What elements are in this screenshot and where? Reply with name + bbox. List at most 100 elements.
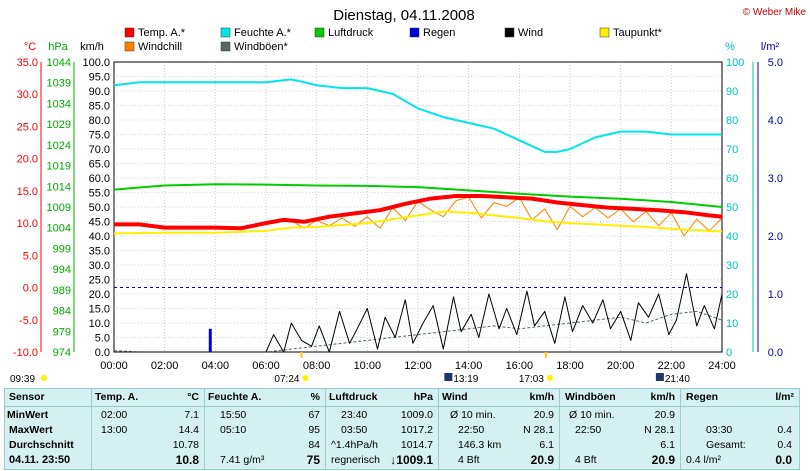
temp-current-value: 10.8 — [175, 453, 199, 467]
sun-icon — [546, 375, 553, 381]
temp-min-value: 7.1 — [184, 409, 199, 421]
humidity-avg-value: 84 — [308, 439, 320, 451]
time-tick-label: 04:00 — [202, 360, 230, 372]
wind-tick-label: 0.0 — [95, 347, 110, 359]
row-label-min: MinWert — [7, 409, 49, 421]
moon-icon — [655, 373, 664, 381]
temp-unit: °C — [187, 391, 199, 403]
temp-max-value: 14.4 — [178, 424, 199, 436]
legend-label: Luftdruck — [328, 27, 374, 39]
pressure-current-value: ↓1009.1 — [390, 453, 433, 467]
wind-current-value: 20.9 — [530, 453, 554, 467]
legend-label: Windböen* — [234, 41, 289, 53]
gust-avg-label: Ø 10 min. — [569, 409, 615, 421]
rain-header: Regen — [686, 391, 719, 403]
humidity-tick-label: 40 — [726, 231, 738, 243]
wind-tick-label: 95.0 — [89, 72, 110, 84]
humidity-tick-label: 0 — [726, 347, 732, 359]
legend-label: Regen — [423, 27, 455, 39]
pressure-tick-label: 974 — [53, 347, 71, 359]
humidity-tick-label: 50 — [726, 202, 738, 214]
sunrise-time: 09:39 — [10, 374, 35, 385]
humidity-tick-label: 80 — [726, 115, 738, 127]
pressure-unit: hPa — [413, 391, 433, 403]
pressure-min-time: 23:40 — [341, 409, 368, 421]
temp-tick-label: -10.0 — [13, 347, 38, 359]
wind-tick-label: 25.0 — [89, 275, 110, 287]
wind-tick-label: 70.0 — [89, 144, 110, 156]
gust-mean-value: 6.1 — [660, 439, 675, 451]
wind-tick-label: 75.0 — [89, 130, 110, 142]
humidity-max-time: 05:10 — [220, 424, 247, 436]
legend-swatch — [314, 27, 325, 38]
rain-tick-label: 0.0 — [768, 347, 783, 359]
legend-swatch — [504, 27, 515, 38]
series-line-tempa — [114, 194, 723, 231]
rain-tick-label: 5.0 — [768, 57, 783, 69]
rain-total-label: Gesamt: — [706, 439, 746, 451]
time-tick-label: 24:00 — [708, 360, 736, 372]
row-label-current: 04.11. 23:50 — [9, 454, 71, 466]
legend-swatch — [220, 27, 231, 38]
humidity-tick-label: 20 — [726, 289, 738, 301]
wind-max-value: N 28.1 — [523, 424, 554, 436]
wind-tick-label: 60.0 — [89, 173, 110, 185]
wind-tick-label: 40.0 — [89, 231, 110, 243]
time-tick-label: 10:00 — [354, 360, 382, 372]
rain-current-value: 0.0 — [775, 453, 792, 467]
humidity-tick-label: 30 — [726, 260, 738, 272]
legend-swatch — [124, 41, 135, 52]
pressure-axis-unit: hPa — [48, 41, 68, 53]
gust-avg-value: 20.9 — [654, 409, 675, 421]
sun-icon — [302, 375, 309, 381]
moon-event-time: 13:19 — [453, 374, 478, 385]
temp-tick-label: 0.0 — [23, 283, 38, 295]
temp-tick-label: 15.0 — [17, 186, 38, 198]
wind-tick-label: 50.0 — [89, 202, 110, 214]
rain-unit: l/m² — [775, 391, 794, 403]
pressure-min-value: 1009.0 — [400, 409, 433, 421]
rain-bar — [208, 328, 212, 352]
time-tick-label: 00:00 — [100, 360, 128, 372]
series-line-taupunkt — [113, 210, 723, 235]
pressure-tick-label: 1034 — [47, 98, 71, 110]
wind-axis-unit: km/h — [80, 41, 104, 53]
pressure-tick-label: 979 — [53, 326, 71, 338]
humidity-header: Feuchte A. — [208, 391, 262, 403]
legend-label: Windchill — [138, 41, 182, 53]
pressure-tick-label: 984 — [53, 306, 71, 318]
legend-label: Taupunkt* — [613, 27, 663, 39]
pressure-tick-label: 1014 — [47, 181, 71, 193]
pressure-header: Luftdruck — [329, 391, 378, 403]
stats-col-gust: Windböen km/h Ø 10 min. 20.9 22:50 N 28.… — [561, 389, 679, 469]
time-tick-label: 14:00 — [455, 360, 483, 372]
time-tick-label: 06:00 — [252, 360, 280, 372]
event-markers: 09:39 07:24 13:19 17:03 21:40 — [10, 352, 690, 385]
axis-ticks: 35.0 30.0 25.0 20.0 15.0 10.0 5.0 0.0 -5.0 -10.0 1… — [13, 57, 783, 372]
humidity-min-value: 67 — [308, 409, 320, 421]
credit-link[interactable]: © Weber Mike — [743, 7, 807, 18]
rain-tick-label: 3.0 — [768, 173, 783, 185]
gust-max-time: 22:50 — [575, 424, 602, 436]
time-tick-label: 20:00 — [607, 360, 635, 372]
time-tick-label: 02:00 — [151, 360, 179, 372]
temp-tick-label: 35.0 — [17, 57, 38, 69]
wind-tick-label: 10.0 — [89, 318, 110, 330]
time-tick-label: 08:00 — [303, 360, 331, 372]
series-line-wind — [114, 273, 723, 353]
wind-tick-label: 100.0 — [82, 57, 110, 69]
pressure-tick-label: 1029 — [47, 119, 71, 131]
pressure-tick-label: 1039 — [47, 78, 71, 90]
wind-tick-label: 65.0 — [89, 159, 110, 171]
row-label-avg: Durchschnitt — [9, 439, 74, 451]
humidity-tick-label: 70 — [726, 144, 738, 156]
temp-tick-label: 20.0 — [17, 154, 38, 166]
rain-tick-label: 4.0 — [768, 115, 783, 127]
legend-swatch — [599, 27, 610, 38]
pressure-forecast: regnerisch — [331, 454, 381, 466]
weather-chart: Dienstag, 04.11.2008 © Weber Mike Temp. … — [10, 7, 807, 385]
temp-tick-label: 30.0 — [17, 89, 38, 101]
rain-tick-label: 2.0 — [768, 231, 783, 243]
temp-tick-label: -5.0 — [19, 315, 38, 327]
gust-max-value: N 28.1 — [644, 424, 675, 436]
